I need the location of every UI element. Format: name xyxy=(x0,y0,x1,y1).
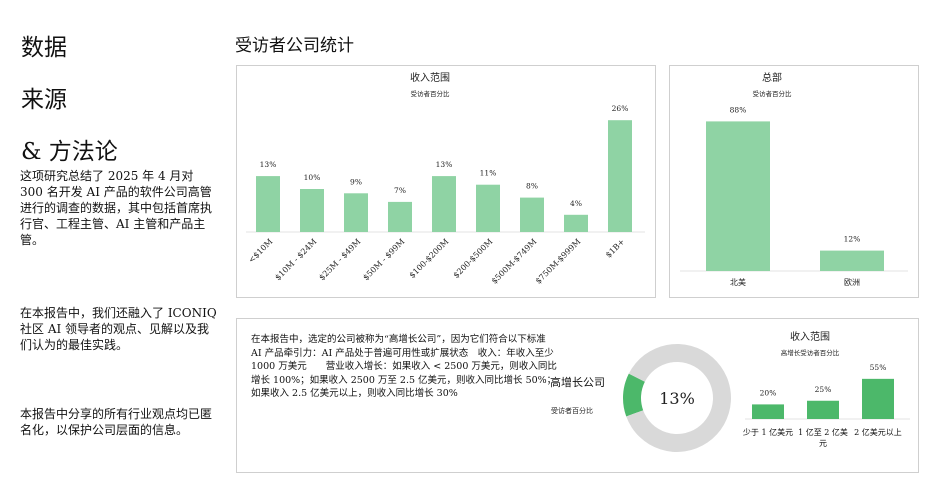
bar xyxy=(300,189,324,232)
data-label: 26% xyxy=(612,104,629,113)
donut-subtitle: 受访者百分比 xyxy=(551,406,593,415)
bar xyxy=(256,176,280,232)
bar xyxy=(388,201,412,232)
data-label: 12% xyxy=(844,235,861,244)
paragraph: 本报告中分享的所有行业观点均已匿名化，以保护公司层面的信息。 xyxy=(20,407,213,437)
bar xyxy=(752,404,784,419)
x-tick-label: $10M - $24M xyxy=(273,237,318,282)
paragraph: 这项研究总结了 2025 年 4 月对 300 名开发 AI 产品的软件公司高管… xyxy=(20,169,213,247)
data-label: 10% xyxy=(304,173,321,182)
donut-segment xyxy=(622,373,645,417)
x-tick-label: $50M - $99M xyxy=(361,237,406,282)
x-tick-label: 欧洲 xyxy=(844,277,860,287)
data-label: 88% xyxy=(730,105,747,114)
donut-title: 高增长公司 xyxy=(550,376,605,389)
data-label: 7% xyxy=(394,186,406,195)
chart-title: 收入范围 xyxy=(790,330,830,343)
bar xyxy=(608,120,632,232)
panel xyxy=(669,65,919,298)
criteria-note: 在本报告中，选定的公司被称为“高增长公司”，因为它们符合以下标准 AI 产品牵引… xyxy=(251,334,559,399)
data-label: 13% xyxy=(436,160,453,169)
paragraph: 在本报告中，我们还融入了 ICONIQ 社区 AI 领导者的观点、见解以及我们认… xyxy=(20,306,217,352)
data-label: 11% xyxy=(480,169,497,178)
bar xyxy=(476,184,500,232)
bar xyxy=(807,400,839,419)
x-tick-label: $200-$500M xyxy=(452,237,495,280)
x-tick-label: $500M-$749M xyxy=(490,237,539,286)
x-tick-label: <$10M xyxy=(247,237,275,265)
x-tick-label: 2 亿美元以上 xyxy=(854,428,902,437)
page-title: 受访者公司统计 xyxy=(235,36,354,56)
x-tick-label: 1 亿至 2 亿美元 xyxy=(798,428,848,448)
x-tick-label: 少于 1 亿美元 xyxy=(742,428,794,437)
panel xyxy=(236,65,656,298)
data-label: 55% xyxy=(870,363,887,372)
bar xyxy=(862,378,894,419)
data-label: 9% xyxy=(350,177,362,186)
heading: 数据 xyxy=(21,35,67,61)
data-label: 8% xyxy=(526,182,538,191)
data-label: 25% xyxy=(815,385,832,394)
bar xyxy=(520,197,544,232)
bar xyxy=(344,193,368,232)
donut-label: 13% xyxy=(659,389,695,408)
chart-subtitle: 受访者百分比 xyxy=(411,89,451,98)
data-label: 13% xyxy=(260,160,277,169)
data-label: 4% xyxy=(570,199,582,208)
data-label: 20% xyxy=(760,388,777,397)
x-tick-label: $25M - $49M xyxy=(317,237,362,282)
bar xyxy=(706,121,770,272)
bar xyxy=(820,250,884,271)
chart-title: 总部 xyxy=(762,71,782,84)
bar xyxy=(432,176,456,232)
heading: & 方法论 xyxy=(21,139,118,165)
chart-subtitle: 受访者百分比 xyxy=(753,89,793,98)
x-tick-label: $750M-$999M xyxy=(534,237,583,286)
donut-segment xyxy=(626,344,731,453)
x-tick-label: $100-$200M xyxy=(408,237,451,280)
chart-title: 收入范围 xyxy=(410,71,450,84)
x-tick-label: $1B+ xyxy=(604,237,626,259)
x-tick-label: 北美 xyxy=(730,277,746,287)
panel xyxy=(236,318,919,473)
heading: 来源 xyxy=(21,87,67,113)
bar xyxy=(564,214,588,232)
chart-subtitle: 高增长受访者百分比 xyxy=(781,348,840,357)
